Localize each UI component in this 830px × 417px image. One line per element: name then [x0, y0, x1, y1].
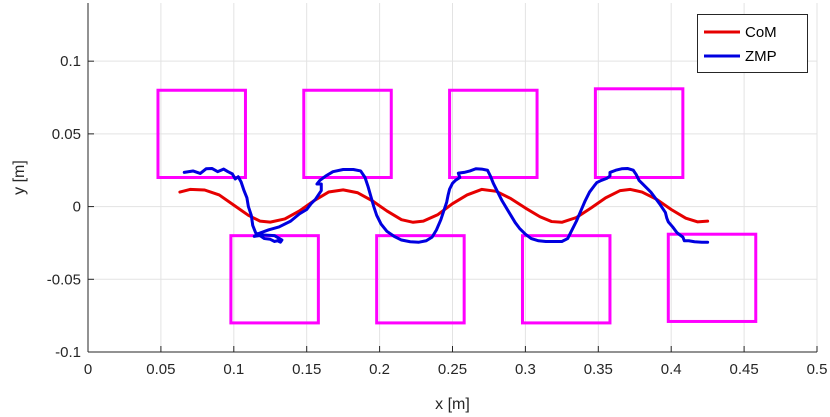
footprint-rectangles	[156, 87, 758, 325]
legend-box	[697, 14, 808, 73]
footprint-rect-1	[156, 88, 247, 179]
x-tick-label: 0	[84, 361, 92, 378]
y-axis-label: y [m]	[11, 160, 28, 195]
x-tick-label: 0.2	[369, 361, 390, 378]
footprint-rect-3	[448, 88, 539, 179]
footprint-rect-2	[302, 88, 393, 179]
y-tick-label: -0.1	[55, 344, 81, 361]
x-tick-label: 0.05	[146, 361, 175, 378]
x-tick-label: 0.15	[292, 361, 321, 378]
x-axis-label: x [m]	[435, 396, 470, 413]
x-tick-label: 0.45	[729, 361, 758, 378]
axes	[87, 3, 818, 353]
footprint-rect-8	[666, 232, 758, 323]
footprint-rect-6	[375, 234, 466, 325]
legend-label-zmp: ZMP	[745, 48, 777, 65]
legend-label-com: CoM	[745, 24, 777, 41]
legend: CoM ZMP	[697, 14, 808, 73]
x-tick-label: 0.25	[438, 361, 467, 378]
x-tick-label: 0.1	[223, 361, 244, 378]
y-tick-label: -0.05	[47, 271, 81, 288]
y-tick-label: 0	[73, 199, 81, 216]
x-tick-label: 0.5	[807, 361, 828, 378]
x-tick-label: 0.3	[515, 361, 536, 378]
y-tick-label: 0.05	[52, 126, 81, 143]
y-tick-labels: -0.1 -0.05 0 0.05 0.1	[47, 53, 81, 361]
footprint-rect-7	[520, 234, 612, 325]
series-line-zmp	[182, 166, 710, 244]
y-tick-label: 0.1	[60, 53, 81, 70]
x-tick-label: 0.35	[584, 361, 613, 378]
x-tick-labels: 0 0.05 0.1 0.15 0.2 0.25 0.3 0.35 0.4 0.45 0.5	[84, 361, 828, 378]
x-tick-label: 0.4	[661, 361, 682, 378]
series-lines	[178, 166, 710, 244]
